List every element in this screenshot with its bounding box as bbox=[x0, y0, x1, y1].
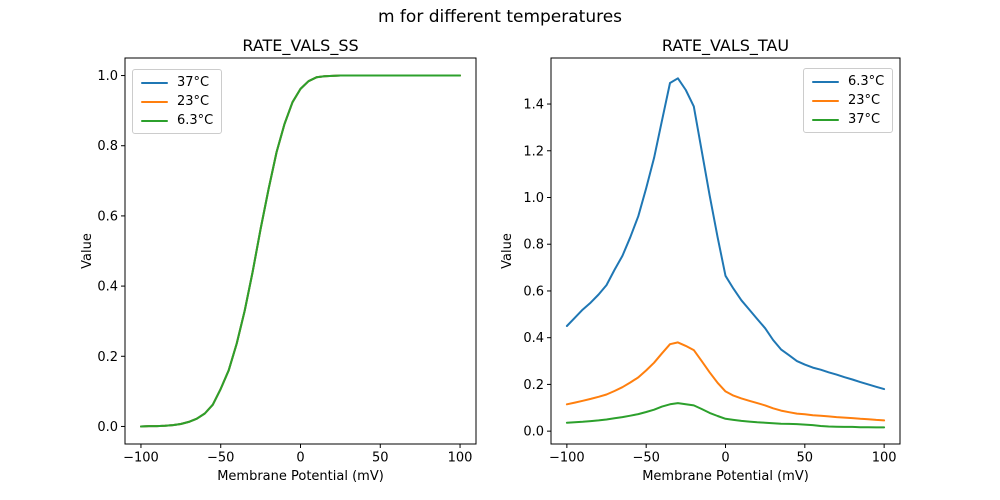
axes-RATE_VALS_TAU: −100 −50 0 50 100 0.0 0.2 0.4 0.6 0.8 1.0 1.2 1.4 bbox=[523, 57, 901, 466]
legend-line-swatch bbox=[812, 118, 839, 121]
legend-item-label: 37°C bbox=[848, 112, 881, 127]
legend-line-swatch bbox=[812, 80, 839, 83]
x-tick-label: 0 bbox=[721, 451, 729, 466]
legend-line-swatch bbox=[141, 100, 168, 103]
legend-item: 23°C bbox=[812, 93, 884, 108]
legend-line-swatch bbox=[141, 119, 168, 122]
x-axis-ticks: −100 −50 0 50 100 bbox=[549, 444, 897, 466]
legend-item-label: 23°C bbox=[177, 94, 210, 109]
legend-item: 23°C bbox=[141, 94, 213, 109]
figure-title: m for different temperatures bbox=[377, 7, 623, 27]
legend-ss: 37°C 23°C 6.3°C bbox=[132, 69, 223, 134]
legend-item-label: 6.3°C bbox=[177, 113, 214, 128]
y-tick-label: 0.4 bbox=[523, 331, 544, 346]
x-tick-label: −50 bbox=[632, 451, 659, 466]
series-line-23°C bbox=[565, 341, 886, 422]
y-axis-ticks: 0.0 0.2 0.4 0.6 0.8 1.0 bbox=[97, 69, 125, 435]
x-tick-label: −100 bbox=[123, 451, 159, 466]
x-tick-label: 100 bbox=[872, 451, 897, 466]
legend-item-label: 23°C bbox=[848, 93, 881, 108]
series-line-6.3°C bbox=[565, 77, 886, 391]
y-tick-label: 0.6 bbox=[97, 209, 118, 224]
legend-line-swatch bbox=[812, 99, 839, 102]
y-tick-label: 0.6 bbox=[523, 284, 544, 299]
y-tick-label: 0.2 bbox=[97, 350, 118, 365]
y-axis-label-tau: Value bbox=[500, 233, 515, 269]
legend-item-label: 6.3°C bbox=[848, 74, 885, 89]
x-tick-label: 0 bbox=[296, 451, 304, 466]
axes-spines bbox=[124, 57, 477, 445]
legend-item: 37°C bbox=[812, 112, 884, 127]
legend-item-label: 37°C bbox=[177, 75, 210, 90]
y-tick-label: 1.0 bbox=[97, 69, 118, 84]
x-axis-label-ss: Membrane Potential (mV) bbox=[217, 469, 384, 484]
y-tick-label: 0.2 bbox=[523, 378, 544, 393]
y-tick-label: 1.2 bbox=[523, 144, 544, 159]
y-tick-label: 0.0 bbox=[97, 420, 118, 435]
y-tick-label: 0.0 bbox=[523, 425, 544, 440]
axes-RATE_VALS_SS: −100 −50 0 50 100 0.0 0.2 0.4 0.6 0.8 1.0 bbox=[97, 57, 477, 466]
x-tick-label: 50 bbox=[372, 451, 389, 466]
y-tick-label: 1.0 bbox=[523, 191, 544, 206]
legend-item: 6.3°C bbox=[812, 74, 884, 89]
y-tick-label: 0.4 bbox=[97, 280, 118, 295]
axes-spines bbox=[550, 57, 901, 445]
x-axis-ticks: −100 −50 0 50 100 bbox=[123, 444, 472, 466]
x-axis-label-tau: Membrane Potential (mV) bbox=[642, 469, 809, 484]
x-tick-label: 100 bbox=[448, 451, 473, 466]
y-axis-label-ss: Value bbox=[80, 233, 95, 269]
legend-line-swatch bbox=[141, 81, 168, 84]
x-tick-label: 50 bbox=[797, 451, 814, 466]
x-tick-label: −50 bbox=[207, 451, 234, 466]
axes-title-rate-vals-tau: RATE_VALS_TAU bbox=[661, 36, 790, 55]
series-line-37°C bbox=[565, 402, 886, 429]
y-tick-label: 0.8 bbox=[523, 238, 544, 253]
legend-tau: 6.3°C 23°C 37°C bbox=[803, 68, 894, 133]
y-tick-label: 0.8 bbox=[97, 139, 118, 154]
legend-item: 37°C bbox=[141, 75, 213, 90]
axes-title-rate-vals-ss: RATE_VALS_SS bbox=[242, 36, 359, 55]
x-tick-label: −100 bbox=[549, 451, 585, 466]
legend-item: 6.3°C bbox=[141, 113, 213, 128]
y-tick-label: 1.4 bbox=[523, 98, 544, 113]
series-line-6.3°C bbox=[140, 74, 461, 428]
y-axis-ticks: 0.0 0.2 0.4 0.6 0.8 1.0 1.2 1.4 bbox=[523, 98, 551, 440]
